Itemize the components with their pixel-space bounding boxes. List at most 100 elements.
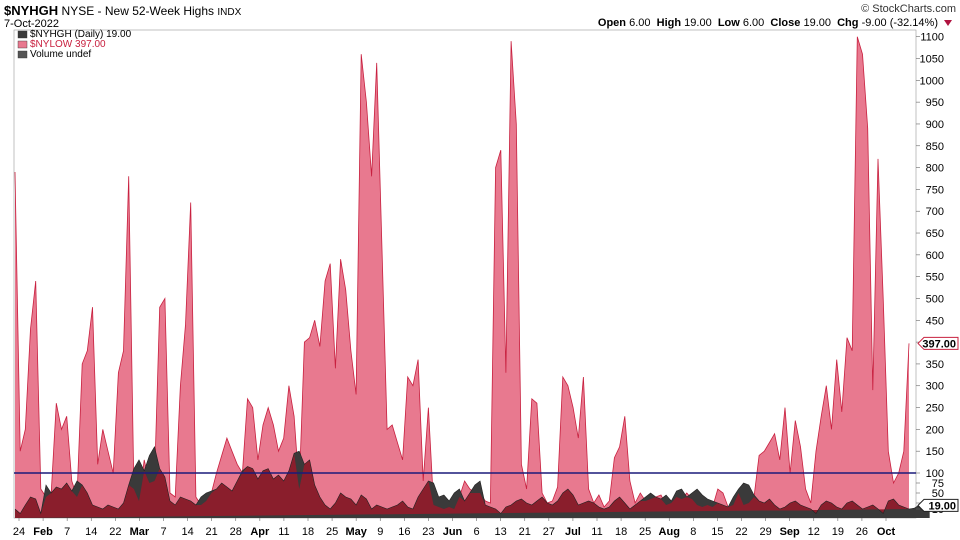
x-tick-label: 26 xyxy=(856,526,868,538)
legend-entry: Volume undef xyxy=(30,49,91,60)
symbol-name: NYSE - New 52-Week Highs xyxy=(61,4,215,18)
y-tick-label: 950 xyxy=(926,97,944,109)
nylow-badge-box xyxy=(917,336,959,350)
exchange: INDX xyxy=(217,7,242,18)
x-axis: 24 Feb 7 14 22 Mar 7 14 21 28 Apr 11 18 25 May 9 16 23 Jun… xyxy=(13,518,896,538)
nyhgh-badge-box xyxy=(917,498,959,512)
x-tick-label: Aug xyxy=(659,526,680,538)
chart-title: $NYHGH NYSE - New 52-Week Highs INDX xyxy=(4,3,241,18)
x-tick-label: 28 xyxy=(230,526,242,538)
y-tick-label: 250 xyxy=(926,403,944,415)
x-tick-label: 14 xyxy=(181,526,193,538)
nylow-series xyxy=(14,36,910,518)
y-tick-label: 750 xyxy=(926,184,944,196)
x-tick-label: May xyxy=(345,526,367,538)
chg-label: Chg xyxy=(837,17,859,29)
x-tick-label: 11 xyxy=(278,526,289,538)
x-tick-label: Jul xyxy=(565,526,581,538)
high-value: 19.00 xyxy=(684,17,712,29)
y-tick-label: 850 xyxy=(926,141,944,153)
x-tick-label: 23 xyxy=(422,526,434,538)
nylow-area xyxy=(15,36,909,518)
chg-value: -9.00 (-32.14%) xyxy=(861,17,938,29)
symbol: $NYHGH xyxy=(4,3,59,18)
x-tick-label: 8 xyxy=(690,526,696,538)
x-tick-label: 21 xyxy=(206,526,218,538)
chart-date: 7-Oct-2022 xyxy=(4,18,60,30)
low-label: Low xyxy=(717,17,740,29)
ohlc-readout: Open 6.00 High 19.00 Low 6.00 Close 19.0… xyxy=(598,17,938,29)
open-value: 6.00 xyxy=(629,17,651,29)
x-tick-label: Sep xyxy=(780,526,800,538)
x-tick-label: Mar xyxy=(130,526,150,538)
high-label: High xyxy=(656,17,682,29)
x-tick-label: 22 xyxy=(109,526,121,538)
close-value: 19.00 xyxy=(803,17,831,29)
brand-credit: © StockCharts.com xyxy=(861,3,956,15)
x-tick-label: 18 xyxy=(302,526,314,538)
x-tick-label: 6 xyxy=(474,526,480,538)
chart-header: $NYHGH NYSE - New 52-Week Highs INDX 7-O… xyxy=(0,0,960,30)
x-tick-label: 11 xyxy=(591,526,602,538)
x-tick-label: Feb xyxy=(33,526,53,538)
y-tick-label: 1050 xyxy=(920,54,944,66)
y-tick-label: 50 xyxy=(932,488,944,500)
y-tick-label: 300 xyxy=(926,381,944,393)
close-label: Close xyxy=(770,17,801,29)
legend-swatch xyxy=(17,30,28,39)
x-tick-label: 22 xyxy=(735,526,747,538)
plot-frame xyxy=(13,29,917,519)
open-label: Open xyxy=(597,17,627,29)
x-tick-label: 25 xyxy=(639,526,651,538)
x-tick-label: Oct xyxy=(877,526,896,538)
x-tick-label: 25 xyxy=(326,526,338,538)
legend-swatch xyxy=(17,40,28,49)
nyhgh-line xyxy=(14,446,930,515)
x-tick-label: 24 xyxy=(13,526,25,538)
y-axis: 1025507510015020025030035040045050055060… xyxy=(916,32,944,516)
x-tick-label: 14 xyxy=(85,526,97,538)
y-tick-label: 200 xyxy=(926,424,944,436)
low-value: 6.00 xyxy=(742,17,765,29)
x-tick-label: 12 xyxy=(808,526,820,538)
legend-entry: $NYHGH (Daily) 19.00 xyxy=(30,29,132,40)
nyhgh-series xyxy=(14,446,930,518)
y-tick-label: 800 xyxy=(926,163,944,175)
x-tick-label: 7 xyxy=(160,526,166,538)
y-tick-label: 75 xyxy=(932,478,944,490)
y-tick-label: 700 xyxy=(926,206,944,218)
y-tick-label: 650 xyxy=(926,228,944,240)
x-tick-label: 13 xyxy=(495,526,507,538)
legend-entry: $NYLOW 397.00 xyxy=(30,39,106,50)
x-tick-label: 7 xyxy=(64,526,70,538)
nylow-badge-text: 397.00 xyxy=(922,338,956,350)
x-tick-label: 18 xyxy=(615,526,627,538)
value-badges: 397.00 19.00 xyxy=(917,336,959,512)
y-tick-label: 550 xyxy=(926,272,944,284)
y-tick-label: 450 xyxy=(926,315,944,327)
x-tick-label: 9 xyxy=(377,526,383,538)
x-tick-label: 29 xyxy=(759,526,771,538)
legend-swatch xyxy=(17,50,28,59)
x-tick-label: 19 xyxy=(832,526,844,538)
x-tick-label: Jun xyxy=(443,526,463,538)
x-tick-label: 15 xyxy=(711,526,723,538)
x-tick-label: 16 xyxy=(398,526,410,538)
down-arrow-icon xyxy=(944,20,952,26)
y-tick-label: 100 xyxy=(926,468,944,480)
x-tick-label: Apr xyxy=(250,526,270,538)
y-tick-label: 500 xyxy=(926,293,944,305)
x-tick-label: 27 xyxy=(543,526,555,538)
nylow-line xyxy=(14,36,910,510)
nyhgh-overlap-area xyxy=(15,453,909,518)
y-tick-label: 900 xyxy=(926,119,944,131)
y-tick-label: 150 xyxy=(926,446,944,458)
y-tick-label: 350 xyxy=(926,359,944,371)
y-tick-label: 1000 xyxy=(920,75,944,87)
nyhgh-badge-text: 19.00 xyxy=(928,500,956,512)
x-tick-label: 21 xyxy=(519,526,531,538)
legend: $NYHGH (Daily) 19.00$NYLOW 397.00Volume … xyxy=(17,29,132,60)
y-tick-label: 1100 xyxy=(920,32,944,44)
y-tick-label: 600 xyxy=(926,250,944,262)
